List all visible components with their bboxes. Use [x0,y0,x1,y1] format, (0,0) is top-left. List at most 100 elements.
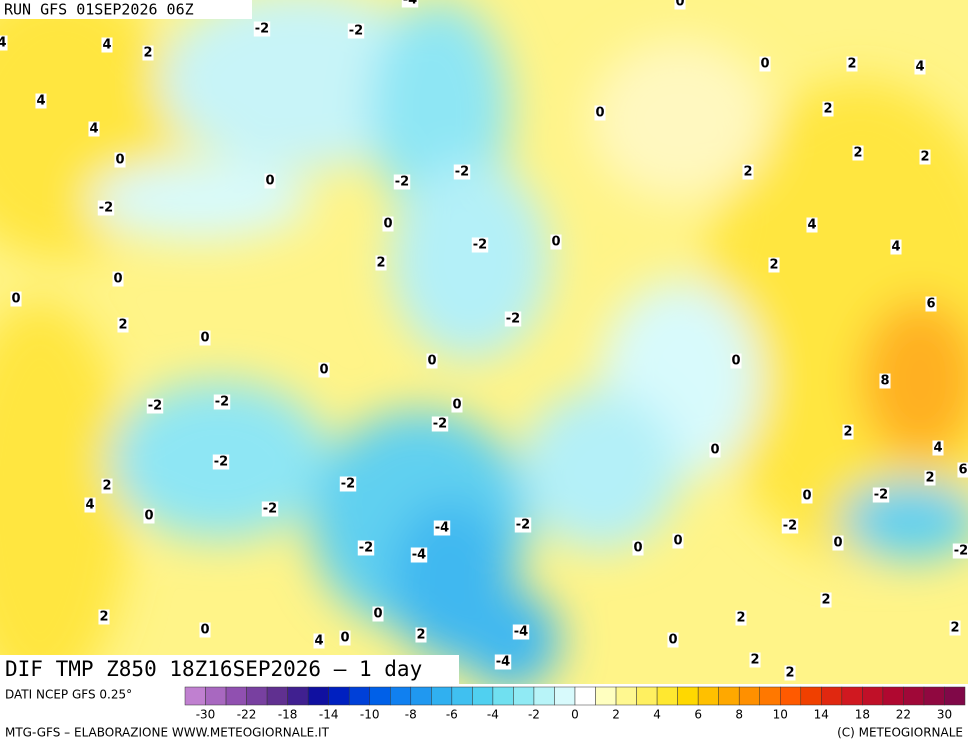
label-bg [372,606,384,622]
label-bg [890,239,902,255]
colorbar-swatch [184,686,206,706]
contour-label: 2 [736,611,745,626]
contour-label: 0 [668,633,677,648]
contour-label: 0 [802,489,811,504]
label-bg [101,478,113,494]
contour-label: 0 [760,57,769,72]
contour-label: -2 [506,312,520,327]
label-bg [146,398,164,414]
contour-label: -2 [395,175,409,190]
contour-label: -2 [433,417,447,432]
contour-label: 4 [314,634,323,649]
colorbar-swatch [307,686,329,706]
colorbar-label: -8 [405,708,417,722]
colorbar-swatch [677,686,699,706]
contour-label: 0 [319,363,328,378]
label-bg [822,101,834,117]
contour-label: -2 [215,395,229,410]
label-bg [253,21,271,37]
contour-label: 4 [102,38,111,53]
contour-label: -4 [496,655,510,670]
label-bg [957,462,968,478]
label-bg [0,35,8,51]
contour-label: 2 [821,593,830,608]
colorbar-label: -10 [360,708,380,722]
contour-label: 2 [853,146,862,161]
contour-label: 2 [785,666,794,681]
contour-label: 0 [113,272,122,287]
contour-label: -2 [874,488,888,503]
label-bg [357,540,375,556]
contour-label: -2 [516,518,530,533]
contour-label: 2 [118,318,127,333]
contour-label: 0 [373,607,382,622]
contour-label: 0 [731,354,740,369]
contour-label: 2 [743,165,752,180]
label-bg [375,255,387,271]
label-bg [199,330,211,346]
label-bg [101,37,113,53]
contour-label: 6 [958,463,967,478]
label-bg [451,397,463,413]
colorbar-label: 8 [735,708,743,722]
colorbar-swatch [780,686,802,706]
contour-label: -4 [435,521,449,536]
label-bg [550,234,562,250]
colorbar-swatch [923,686,945,706]
contour-label: 2 [99,610,108,625]
colorbar-label: 4 [653,708,661,722]
contour-label: 2 [416,628,425,643]
contour-label: 0 [595,106,604,121]
contour-label: 0 [340,631,349,646]
colorbar-label: 14 [814,708,829,722]
contour-label: 0 [673,534,682,549]
contour-label: 2 [750,653,759,668]
label-bg [801,488,813,504]
label-bg [512,624,530,640]
label-bg [832,535,844,551]
label-bg [924,470,936,486]
colorbar-swatch [882,686,904,706]
label-bg [735,610,747,626]
colorbar-label: 6 [694,708,702,722]
colorbar-swatch [287,686,309,706]
source-label: DATI NCEP GFS 0.25° [5,688,132,702]
label-bg [212,454,230,470]
contour-label: 4 [891,240,900,255]
title-box [0,655,459,685]
label-bg [35,93,47,109]
colorbar-swatch [205,686,227,706]
colorbar-swatch [513,686,535,706]
colorbar-label: -6 [446,708,458,722]
colorbar-swatch [574,686,596,706]
contour-label: -2 [359,541,373,556]
label-bg [347,23,365,39]
colorbar-label: 10 [773,708,788,722]
label-bg [949,620,961,636]
contour-label: 2 [843,425,852,440]
label-bg [852,145,864,161]
contour-label: 4 [0,36,7,51]
label-bg [742,164,754,180]
label-bg [914,59,926,75]
colorbar-label: 30 [937,708,952,722]
label-bg [784,665,796,681]
colorbar-swatch [944,686,966,706]
colorbar-swatch [225,686,247,706]
label-bg [393,174,411,190]
label-bg [820,592,832,608]
contour-label: 0 [710,443,719,458]
contour-label: 0 [115,153,124,168]
label-bg [806,217,818,233]
footer-right: (C) METEOGIORNALE [837,726,963,740]
label-bg [415,627,427,643]
colorbar-swatch [903,686,925,706]
label-bg [339,630,351,646]
contour-label: -2 [341,477,355,492]
colorbar-swatch [595,686,617,706]
contour-label: 4 [85,498,94,513]
colorbar-swatch [390,686,412,706]
contour-label: 4 [89,122,98,137]
colorbar-label: 2 [612,708,620,722]
label-bg [313,633,325,649]
